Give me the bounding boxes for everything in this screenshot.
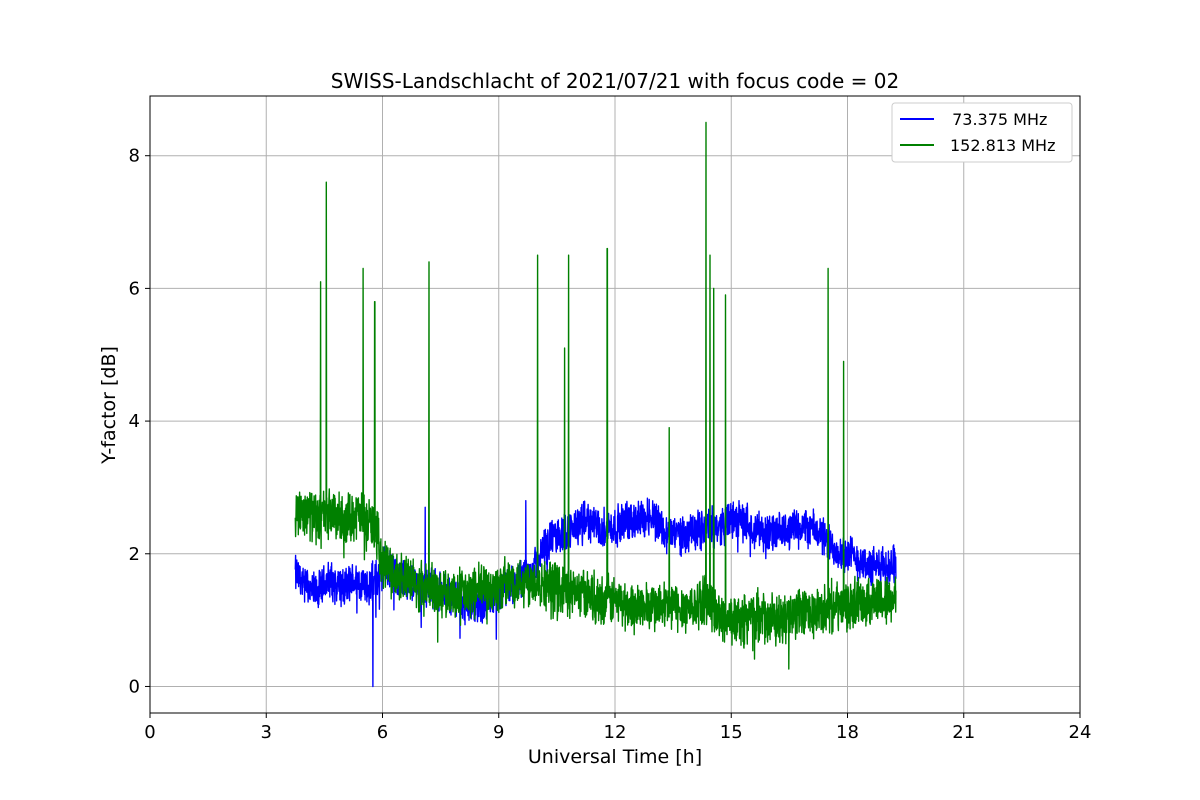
series-line-152-813-mhz [294,121,897,670]
x-tick-label: 6 [377,722,388,743]
legend-label-73-375-mhz: 73.375 MHz [947,110,1047,129]
x-tick-label: 9 [493,722,504,743]
y-axis: 0 2 4 6 8 [129,146,150,697]
x-axis: 0 3 6 9 12 15 18 21 24 [144,713,1091,743]
y-tick-label: 0 [129,676,140,697]
y-tick-label: 2 [129,544,140,565]
y-tick-label: 4 [129,411,140,432]
x-tick-label: 18 [836,722,859,743]
x-tick-label: 3 [261,722,272,743]
legend: 73.375 MHz 152.813 MHz [891,102,1073,163]
series-lines [294,121,897,688]
legend-box [891,102,1073,163]
x-tick-label: 0 [144,722,155,743]
x-tick-label: 15 [720,722,743,743]
y-tick-label: 8 [129,146,140,167]
legend-label-152-813-mhz: 152.813 MHz [950,136,1055,155]
x-tick-label: 21 [952,722,975,743]
chart-title: SWISS-Landschlacht of 2021/07/21 with fo… [331,69,899,93]
x-tick-label: 24 [1069,722,1092,743]
y-tick-label: 6 [129,278,140,299]
y-axis-label: Y-factor [dB] [98,346,120,465]
x-tick-label: 12 [604,722,627,743]
x-axis-label: Universal Time [h] [528,746,702,768]
